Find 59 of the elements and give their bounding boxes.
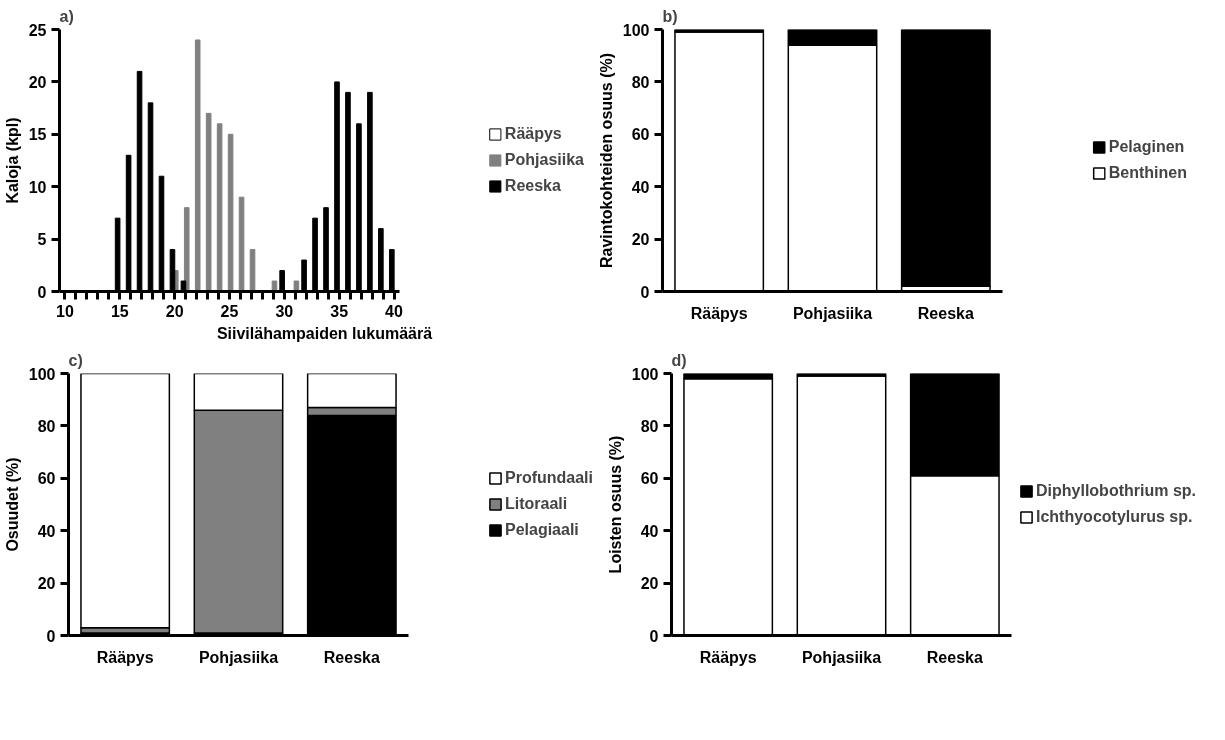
y-tick-label: 0 <box>649 627 659 645</box>
y-tick-label: 60 <box>37 470 56 488</box>
y-axis-title: Kaloja (kpl) <box>3 117 21 204</box>
y-tick-label: 100 <box>28 365 56 383</box>
y-tick-label: 100 <box>631 365 659 383</box>
y-axis-title: Loisten osuus (%) <box>606 435 624 574</box>
x-tick-label: 20 <box>165 302 184 320</box>
x-tick-label: Pohjasiika <box>792 304 873 322</box>
y-tick-label: 10 <box>28 178 47 196</box>
y-tick-label: 60 <box>640 470 659 488</box>
x-tick-label: Rääpys <box>96 648 154 666</box>
legend-label: Rääpys <box>504 125 562 143</box>
y-tick-label: 80 <box>631 73 650 91</box>
y-tick-label: 20 <box>631 231 650 249</box>
x-tick-label: Pohjasiika <box>198 648 279 666</box>
y-tick-label: 80 <box>37 417 56 435</box>
chart-title: c) <box>68 351 83 369</box>
x-tick-label: 10 <box>56 302 74 320</box>
legend-label: Diphyllobothrium sp. <box>1036 482 1196 500</box>
chart-title: d) <box>671 351 687 369</box>
legend-label: Litoraali <box>504 495 568 513</box>
y-tick-label: 20 <box>640 575 659 593</box>
y-tick-label: 20 <box>37 575 56 593</box>
x-tick-label: Rääpys <box>690 304 748 322</box>
y-tick-label: 80 <box>640 417 659 435</box>
y-tick-label: 40 <box>631 178 650 196</box>
y-tick-label: 40 <box>37 522 56 540</box>
legend-label: Benthinen <box>1108 164 1187 182</box>
x-tick-label: Reeska <box>926 648 983 666</box>
y-axis-title: Ravintokohteiden osuus (%) <box>597 52 615 269</box>
x-tick-label: Reeska <box>323 648 380 666</box>
x-tick-label: Rääpys <box>699 648 757 666</box>
chart-title: b) <box>662 7 678 25</box>
y-tick-label: 0 <box>37 283 47 301</box>
y-tick-label: 20 <box>28 73 47 91</box>
x-tick-label: 35 <box>330 302 349 320</box>
legend-label: Pohjasiika <box>504 151 584 169</box>
x-tick-label: Pohjasiika <box>801 648 882 666</box>
y-tick-label: 40 <box>640 522 659 540</box>
legend-label: Pelagiaali <box>504 521 579 539</box>
chart-title: a) <box>59 7 74 25</box>
x-tick-label: 30 <box>275 302 294 320</box>
y-tick-label: 5 <box>37 231 47 249</box>
y-tick-label: 0 <box>46 627 56 645</box>
x-tick-label: Reeska <box>917 304 974 322</box>
y-tick-label: 15 <box>28 126 47 144</box>
x-tick-label: 15 <box>110 302 129 320</box>
y-axis-title: Osuudet (%) <box>3 457 21 552</box>
x-axis-title: Siivilähampaiden lukumäärä <box>216 324 433 342</box>
x-tick-label: 40 <box>385 302 404 320</box>
legend-label: Profundaali <box>504 469 593 487</box>
legend-label: Ichthyocotylurus sp. <box>1036 508 1193 526</box>
y-tick-label: 60 <box>631 126 650 144</box>
y-tick-label: 25 <box>28 21 47 39</box>
y-tick-label: 0 <box>640 283 650 301</box>
y-tick-label: 100 <box>622 21 650 39</box>
legend-label: Pelaginen <box>1108 138 1185 156</box>
legend-label: Reeska <box>504 177 561 195</box>
x-tick-label: 25 <box>220 302 239 320</box>
